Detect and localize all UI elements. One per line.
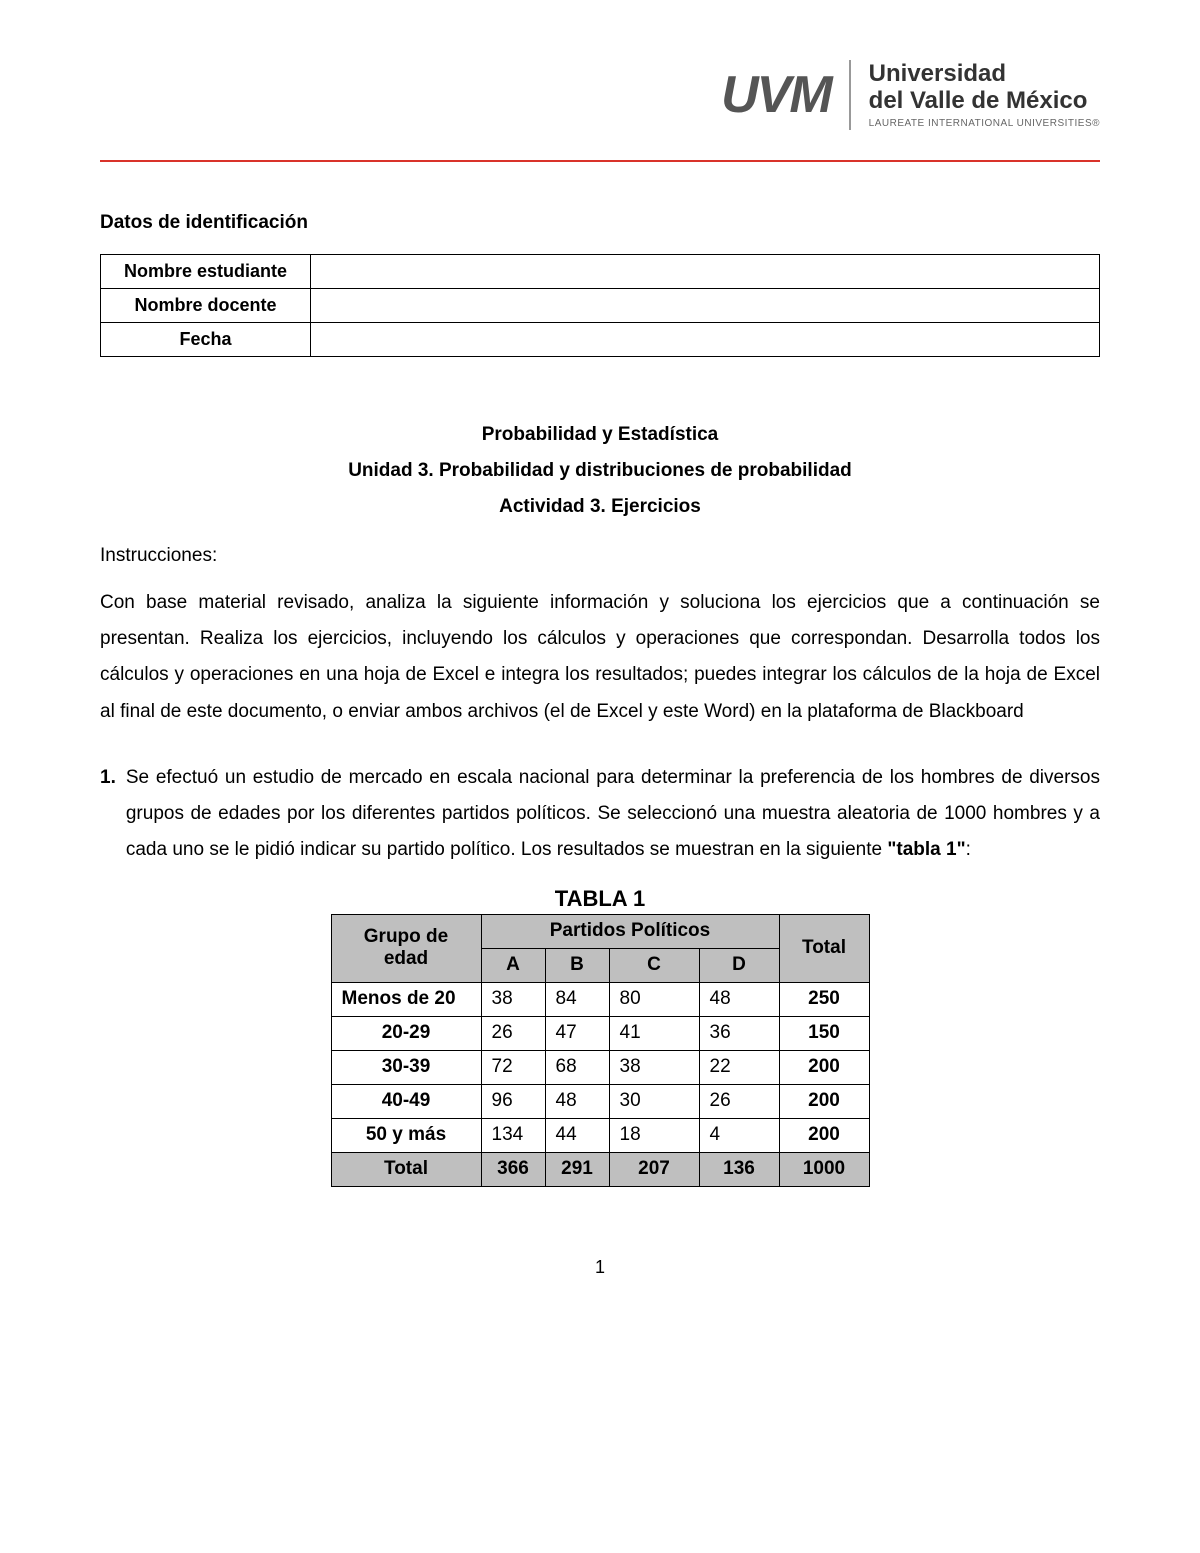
exercise-table-ref: "tabla 1" [887, 839, 965, 860]
row-total: 200 [779, 1050, 869, 1084]
th-grupo-edad: Grupo de edad [331, 914, 481, 982]
id-label-student: Nombre estudiante [101, 255, 311, 289]
table1-caption: TABLA 1 [100, 886, 1100, 912]
table-row: 30-39 72 68 38 22 200 [331, 1050, 869, 1084]
activity-name: Actividad 3. Ejercicios [100, 489, 1100, 525]
identification-table: Nombre estudiante Nombre docente Fecha [100, 254, 1100, 357]
th-partidos: Partidos Políticos [481, 914, 779, 948]
cell: 4 [699, 1118, 779, 1152]
table-row: 50 y más 134 44 18 4 200 [331, 1118, 869, 1152]
document-page: UVM Universidad del Valle de México LAUR… [0, 0, 1200, 1318]
id-value-date [311, 323, 1100, 357]
row-total: 200 [779, 1084, 869, 1118]
section-title: Datos de identificación [100, 212, 1100, 234]
row-label: 30-39 [331, 1050, 481, 1084]
table-row: Nombre estudiante [101, 255, 1100, 289]
cell: 30 [609, 1084, 699, 1118]
course-name: Probabilidad y Estadística [100, 417, 1100, 453]
cell: 18 [609, 1118, 699, 1152]
col-total: 366 [481, 1152, 545, 1186]
table-row: 20-29 26 47 41 36 150 [331, 1016, 869, 1050]
cell: 48 [699, 982, 779, 1016]
cell: 38 [609, 1050, 699, 1084]
table-header-row-1: Grupo de edad Partidos Políticos Total [331, 914, 869, 948]
table-totals-row: Total 366 291 207 136 1000 [331, 1152, 869, 1186]
cell: 36 [699, 1016, 779, 1050]
logo-line1: Universidad [869, 61, 1100, 87]
row-label: Menos de 20 [331, 982, 481, 1016]
logo-line2: del Valle de México [869, 88, 1100, 114]
exercise-text-post: : [966, 839, 971, 860]
cell: 72 [481, 1050, 545, 1084]
exercise-text: Se efectuó un estudio de mercado en esca… [126, 760, 1100, 868]
logo-uvm: UVM [721, 65, 831, 125]
table-row: Menos de 20 38 84 80 48 250 [331, 982, 869, 1016]
instructions-label: Instrucciones: [100, 545, 1100, 567]
table-row: Fecha [101, 323, 1100, 357]
cell: 48 [545, 1084, 609, 1118]
exercise-number: 1. [100, 760, 116, 868]
table1-wrap: Grupo de edad Partidos Políticos Total A… [100, 914, 1100, 1187]
cell: 80 [609, 982, 699, 1016]
table-row: 40-49 96 48 30 26 200 [331, 1084, 869, 1118]
col-total: 136 [699, 1152, 779, 1186]
col-total: 291 [545, 1152, 609, 1186]
cell: 84 [545, 982, 609, 1016]
cell: 134 [481, 1118, 545, 1152]
id-value-teacher [311, 289, 1100, 323]
cell: 41 [609, 1016, 699, 1050]
th-party-c: C [609, 948, 699, 982]
th-party-b: B [545, 948, 609, 982]
row-label: 20-29 [331, 1016, 481, 1050]
th-party-a: A [481, 948, 545, 982]
cell: 68 [545, 1050, 609, 1084]
id-label-teacher: Nombre docente [101, 289, 311, 323]
cell: 26 [481, 1016, 545, 1050]
row-total: 200 [779, 1118, 869, 1152]
row-label: 40-49 [331, 1084, 481, 1118]
cell: 96 [481, 1084, 545, 1118]
id-label-date: Fecha [101, 323, 311, 357]
header-logo-block: UVM Universidad del Valle de México LAUR… [100, 60, 1100, 130]
th-total: Total [779, 914, 869, 982]
header-rule [100, 160, 1100, 162]
row-total: 150 [779, 1016, 869, 1050]
table-row: Nombre docente [101, 289, 1100, 323]
id-value-student [311, 255, 1100, 289]
logo-tagline: LAUREATE INTERNATIONAL UNIVERSITIES® [869, 118, 1100, 129]
logo-text-block: Universidad del Valle de México LAUREATE… [869, 61, 1100, 129]
grand-total: 1000 [779, 1152, 869, 1186]
th-party-d: D [699, 948, 779, 982]
instructions-body: Con base material revisado, analiza la s… [100, 585, 1100, 729]
cell: 26 [699, 1084, 779, 1118]
row-total: 250 [779, 982, 869, 1016]
exercise-1: 1. Se efectuó un estudio de mercado en e… [100, 760, 1100, 868]
cell: 22 [699, 1050, 779, 1084]
row-label: 50 y más [331, 1118, 481, 1152]
cell: 47 [545, 1016, 609, 1050]
logo-divider [849, 60, 851, 130]
col-total: 207 [609, 1152, 699, 1186]
totals-label: Total [331, 1152, 481, 1186]
course-header: Probabilidad y Estadística Unidad 3. Pro… [100, 417, 1100, 525]
unit-name: Unidad 3. Probabilidad y distribuciones … [100, 453, 1100, 489]
cell: 44 [545, 1118, 609, 1152]
cell: 38 [481, 982, 545, 1016]
table1: Grupo de edad Partidos Políticos Total A… [331, 914, 870, 1187]
page-number: 1 [100, 1257, 1100, 1278]
